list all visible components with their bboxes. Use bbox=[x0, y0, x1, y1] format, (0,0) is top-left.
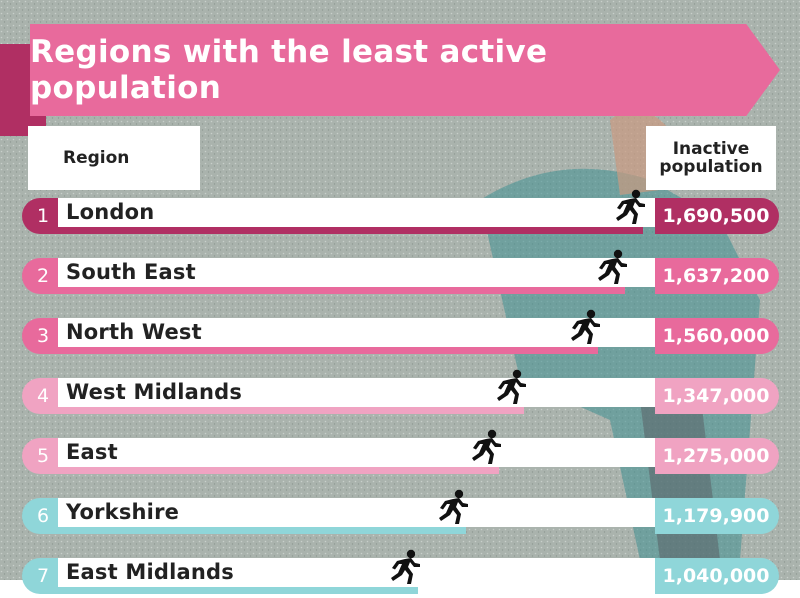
running-person-icon bbox=[464, 428, 504, 468]
bar-label-strip bbox=[58, 498, 655, 527]
running-person-icon bbox=[489, 368, 529, 408]
bar-label-strip bbox=[58, 378, 655, 407]
rank-number: 7 bbox=[36, 565, 50, 587]
rank-number: 6 bbox=[36, 505, 50, 527]
running-person-icon bbox=[608, 188, 648, 228]
region-column-header: Region bbox=[28, 126, 200, 190]
value-box bbox=[655, 498, 779, 534]
population-bar bbox=[58, 498, 655, 534]
bar-label-strip bbox=[58, 438, 655, 467]
value-label: 1,690,500 bbox=[662, 205, 770, 227]
bar-label-strip bbox=[58, 258, 655, 287]
population-bar bbox=[58, 378, 655, 414]
value-label: 1,637,200 bbox=[662, 265, 770, 287]
bar-label-strip bbox=[58, 198, 655, 227]
population-column-header: Inactive population bbox=[646, 126, 776, 190]
table-row: 3 North West 1,560,000 bbox=[0, 309, 800, 358]
running-person-icon bbox=[590, 248, 630, 288]
value-box bbox=[655, 378, 779, 414]
value-box bbox=[655, 438, 779, 474]
chart-title: Regions with the least active population bbox=[30, 34, 548, 106]
rank-number: 4 bbox=[36, 385, 50, 407]
rank-number: 5 bbox=[36, 445, 50, 467]
rank-number: 1 bbox=[36, 205, 50, 227]
region-name: West Midlands bbox=[66, 380, 243, 404]
region-name: Yorkshire bbox=[66, 500, 180, 524]
value-label: 1,347,000 bbox=[662, 385, 770, 407]
value-label: 1,560,000 bbox=[662, 325, 770, 347]
value-box bbox=[655, 258, 779, 294]
region-name: London bbox=[66, 200, 155, 224]
table-row: 7 East Midlands 1,040,000 bbox=[0, 549, 800, 598]
rank-number: 3 bbox=[36, 325, 50, 347]
title-banner bbox=[30, 24, 780, 116]
table-row: 4 West Midlands 1,347,000 bbox=[0, 369, 800, 418]
running-person-icon bbox=[563, 308, 603, 348]
running-person-icon bbox=[383, 548, 423, 588]
region-name: North West bbox=[66, 320, 202, 344]
value-box bbox=[655, 318, 779, 354]
region-name: East bbox=[66, 440, 118, 464]
value-box bbox=[655, 198, 779, 234]
region-name: East Midlands bbox=[66, 560, 234, 584]
population-bar bbox=[58, 318, 655, 354]
population-bar bbox=[58, 258, 655, 294]
running-person-icon bbox=[431, 488, 471, 528]
table-row: 6 Yorkshire 1,179,900 bbox=[0, 489, 800, 538]
bar-label-strip bbox=[58, 318, 655, 347]
table-row: 2 South East 1,637,200 bbox=[0, 249, 800, 298]
population-bar bbox=[58, 198, 655, 234]
value-label: 1,179,900 bbox=[662, 505, 770, 527]
rank-number: 2 bbox=[36, 265, 50, 287]
population-bar bbox=[58, 438, 655, 474]
table-row: 5 East 1,275,000 bbox=[0, 429, 800, 478]
table-row: 1 London 1,690,500 bbox=[0, 189, 800, 238]
value-label: 1,275,000 bbox=[662, 445, 770, 467]
region-name: South East bbox=[66, 260, 196, 284]
value-label: 1,040,000 bbox=[662, 565, 770, 587]
